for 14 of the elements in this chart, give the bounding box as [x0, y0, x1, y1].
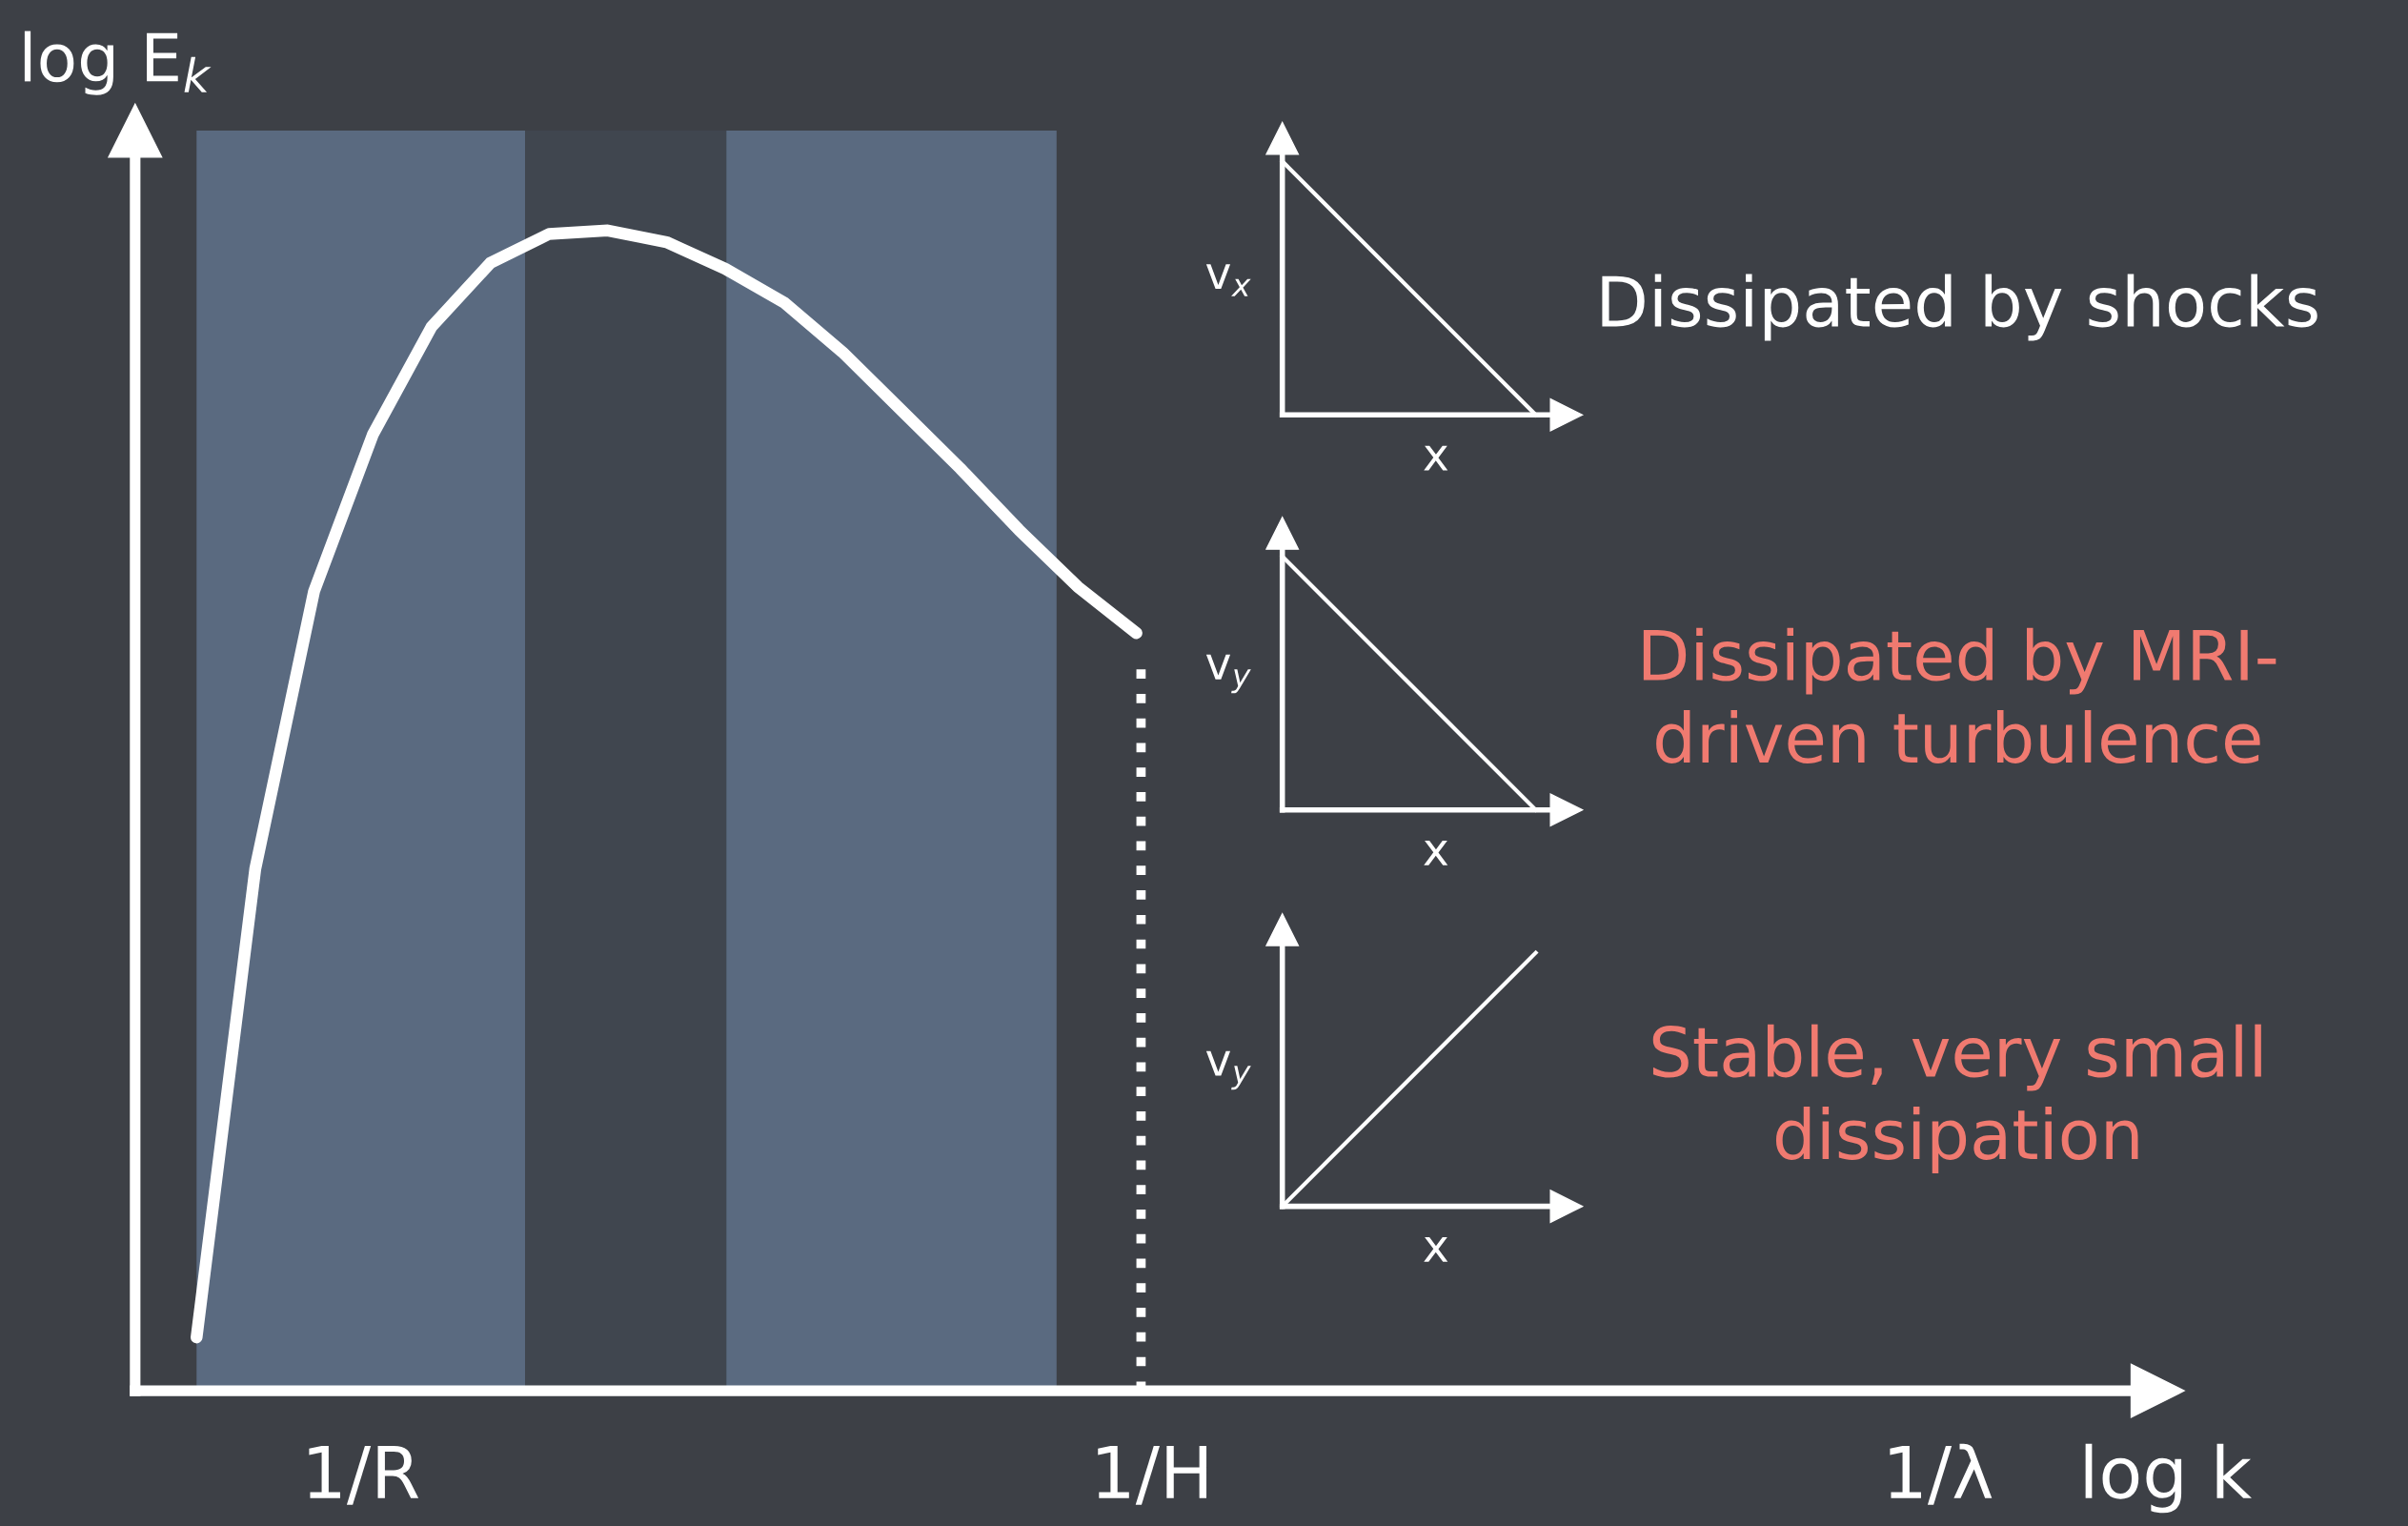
text: v$_{y}$ — [1205, 1050, 1251, 1090]
text: v$_{y}$ — [1205, 654, 1251, 694]
y-axis-title: log E$_{k}$ — [24, 31, 212, 95]
text: Dissipated by MRI- driven turbulence — [1643, 627, 2276, 763]
text: v$_{x}$ — [1205, 264, 1251, 296]
text: log k — [2085, 1443, 2252, 1514]
text: x — [1424, 1236, 1448, 1262]
text: x — [1424, 445, 1448, 471]
text: Dissipated by shocks — [1602, 274, 2317, 341]
text: 1/R — [309, 1446, 419, 1505]
text: 1/λ — [1890, 1443, 1993, 1505]
text: x — [1424, 841, 1448, 865]
text: 1/H — [1098, 1446, 1207, 1505]
text: Stable, very small dissipation — [1652, 1024, 2261, 1173]
